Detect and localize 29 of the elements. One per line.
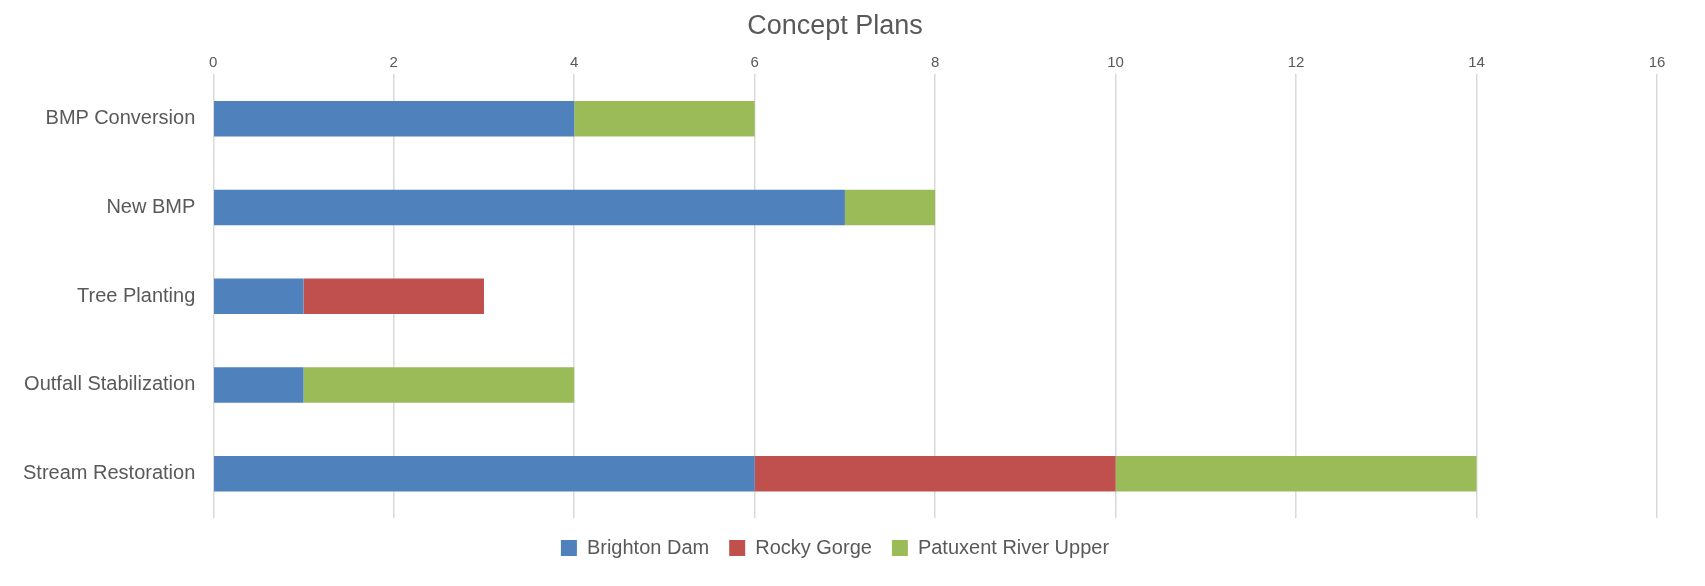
y-tick-label: Stream Restoration (23, 461, 196, 484)
bar (754, 455, 1116, 492)
legend-label: Brighton Dam (586, 535, 710, 558)
x-tick-label: 12 (1287, 52, 1305, 70)
x-tick-label: 6 (750, 52, 759, 70)
x-tick-label: 10 (1107, 52, 1124, 70)
legend-label: Patuxent River Upper (917, 535, 1110, 558)
bar (1115, 455, 1477, 492)
bar (214, 455, 755, 492)
legend-label: Rocky Gorge (755, 535, 872, 558)
x-tick-label: 2 (389, 52, 398, 70)
x-tick-label: 16 (1648, 52, 1666, 70)
bar (574, 101, 755, 137)
y-tick-label: Tree Planting (77, 283, 196, 306)
x-tick-label: 14 (1468, 52, 1485, 70)
bar (214, 367, 304, 403)
chart-title: Concept Plans (747, 9, 923, 40)
y-tick-label: BMP Conversion (45, 106, 196, 129)
x-tick-label: 8 (930, 52, 940, 70)
y-tick-label: New BMP (106, 195, 196, 217)
bar (214, 189, 845, 226)
bar (844, 189, 936, 226)
bar (214, 278, 304, 314)
bar (303, 367, 575, 403)
x-tick-label: 4 (570, 52, 579, 70)
x-tick-label: 0 (209, 52, 218, 70)
y-tick-label: Outfall Stabilization (24, 372, 196, 395)
bar (303, 278, 484, 314)
bar (214, 101, 575, 137)
